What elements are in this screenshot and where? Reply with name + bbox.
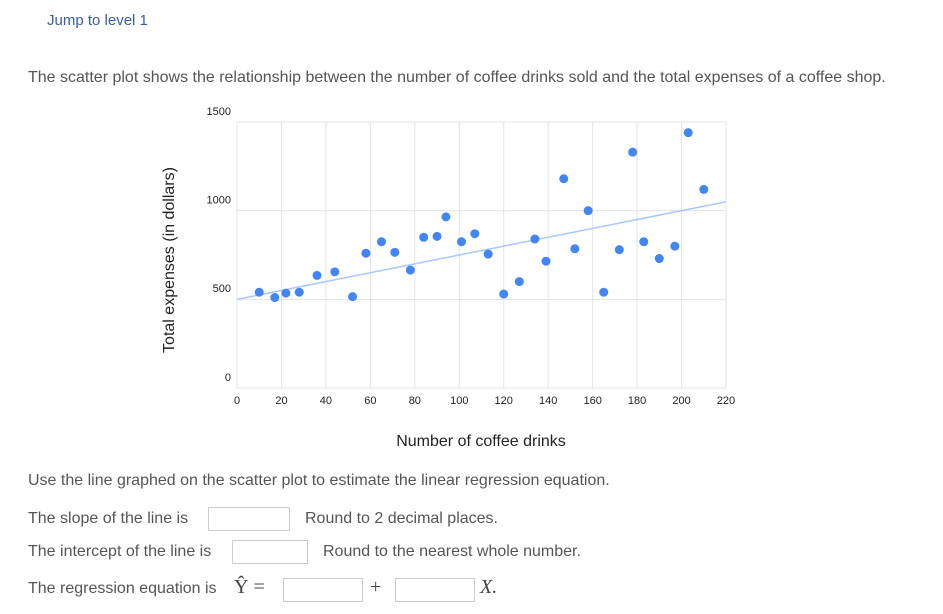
data-point	[254, 287, 264, 297]
y-tick-label: 0	[225, 372, 231, 384]
plot-area	[236, 121, 727, 389]
x-tick-label: 40	[320, 395, 332, 407]
intro-text: The scatter plot shows the relationship …	[28, 69, 886, 86]
slope-hint: Round to 2 decimal places.	[305, 510, 498, 527]
x-tick-label: 80	[409, 395, 421, 407]
level-link[interactable]: Jump to level 1	[47, 12, 148, 29]
x-axis-title: Number of coffee drinks	[396, 433, 566, 450]
data-point	[376, 237, 386, 247]
data-point	[499, 289, 509, 299]
intercept-input[interactable]	[232, 540, 308, 564]
x-tick-label: 20	[275, 395, 287, 407]
data-point	[639, 237, 649, 247]
y-tick-label: 1000	[207, 195, 231, 207]
data-point	[405, 265, 415, 275]
data-point	[270, 293, 280, 303]
intercept-answer-input[interactable]	[283, 578, 363, 602]
intercept-hint: Round to the nearest whole number.	[323, 543, 581, 560]
x-tick-label: 140	[539, 395, 557, 407]
y-tick-label: 1500	[207, 106, 231, 118]
data-point	[348, 292, 358, 302]
x-tick-label: 120	[495, 395, 513, 407]
instruction: Use the line graphed on the scatter plot…	[28, 472, 610, 489]
data-point	[390, 247, 400, 257]
x-tick-label: 200	[672, 395, 690, 407]
x-tick-label: 220	[717, 395, 735, 407]
data-point	[294, 287, 304, 297]
data-point	[559, 174, 569, 184]
data-point	[441, 212, 451, 222]
equation-lhs: Ŷ =	[234, 576, 265, 598]
trendline	[236, 201, 727, 301]
data-point	[312, 270, 322, 280]
slope-input[interactable]	[208, 507, 290, 531]
data-point	[570, 244, 580, 254]
data-point	[330, 267, 340, 277]
data-point	[599, 287, 609, 297]
data-point	[281, 288, 291, 298]
data-point	[483, 249, 493, 259]
equation-variable: X.	[480, 576, 498, 598]
data-point	[614, 245, 624, 255]
equation-plus: +	[370, 576, 382, 598]
y-axis-title: Total expenses (in dollars)	[161, 167, 178, 353]
slope-answer-input[interactable]	[395, 578, 475, 602]
data-point	[699, 184, 709, 194]
data-point	[432, 231, 442, 241]
data-point	[514, 277, 524, 287]
equation-label: The regression equation is	[28, 580, 217, 597]
data-point	[670, 241, 680, 251]
intercept-label: The intercept of the line is	[28, 543, 212, 560]
data-point	[456, 237, 466, 247]
data-point	[541, 256, 551, 266]
x-tick-label: 160	[583, 395, 601, 407]
chart: Number of coffee drinks Total expenses (…	[161, 106, 735, 450]
data-point	[628, 147, 638, 157]
data-point	[470, 229, 480, 239]
x-tick-label: 180	[628, 395, 646, 407]
data-point	[654, 254, 664, 264]
data-point	[361, 248, 371, 258]
data-point	[530, 234, 540, 244]
x-tick-label: 60	[364, 395, 376, 407]
data-point	[683, 128, 693, 138]
data-point	[583, 206, 593, 216]
x-tick-label: 0	[234, 395, 240, 407]
slope-label: The slope of the line is	[28, 510, 189, 527]
data-point	[419, 232, 429, 242]
y-tick-label: 500	[213, 283, 231, 295]
x-tick-label: 100	[450, 395, 468, 407]
